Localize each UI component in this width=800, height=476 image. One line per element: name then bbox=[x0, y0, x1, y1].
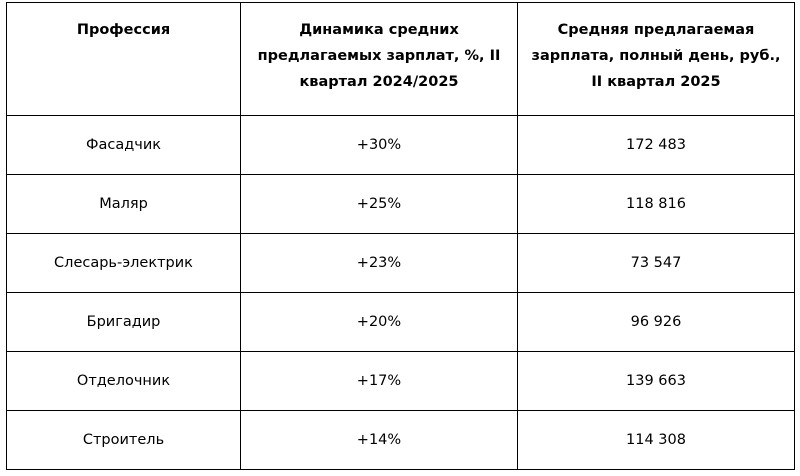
growth-cell: +14% bbox=[240, 410, 518, 470]
header-cell: Профессия bbox=[6, 2, 241, 116]
profession-cell: Слесарь-электрик bbox=[6, 233, 241, 293]
profession-cell: Строитель bbox=[6, 410, 241, 470]
growth-cell: +23% bbox=[240, 233, 518, 293]
profession-cell: Бригадир bbox=[6, 292, 241, 352]
table-body: Фасадчик +30% 172 483 Маляр +25% 118 816 Слеса… bbox=[6, 115, 795, 470]
growth-cell: +20% bbox=[240, 292, 518, 352]
table-row: Слесарь-электрик +23% 73 547 bbox=[6, 233, 795, 293]
profession-cell: Маляр bbox=[6, 174, 241, 234]
profession-cell: Отделочник bbox=[6, 351, 241, 411]
salary-cell: 73 547 bbox=[517, 233, 795, 293]
growth-cell: +30% bbox=[240, 115, 518, 175]
header-cell: Средняя предлагаемая зарплата, полный де… bbox=[517, 2, 795, 116]
salary-cell: 96 926 bbox=[517, 292, 795, 352]
salary-cell: 139 663 bbox=[517, 351, 795, 411]
header-cell: Динамика средних предлагаемых зарплат, %… bbox=[240, 2, 518, 116]
profession-cell: Фасадчик bbox=[6, 115, 241, 175]
header-row: Профессия Динамика средних предлагаемых з… bbox=[6, 2, 795, 116]
salary-table: Профессия Динамика средних предлагаемых з… bbox=[6, 2, 795, 470]
salary-cell: 172 483 bbox=[517, 115, 795, 175]
table-row: Бригадир +20% 96 926 bbox=[6, 292, 795, 352]
table-row: Строитель +14% 114 308 bbox=[6, 410, 795, 470]
growth-cell: +25% bbox=[240, 174, 518, 234]
salary-cell: 114 308 bbox=[517, 410, 795, 470]
table-row: Маляр +25% 118 816 bbox=[6, 174, 795, 234]
table-row: Фасадчик +30% 172 483 bbox=[6, 115, 795, 175]
growth-cell: +17% bbox=[240, 351, 518, 411]
table-row: Отделочник +17% 139 663 bbox=[6, 351, 795, 411]
salary-cell: 118 816 bbox=[517, 174, 795, 234]
